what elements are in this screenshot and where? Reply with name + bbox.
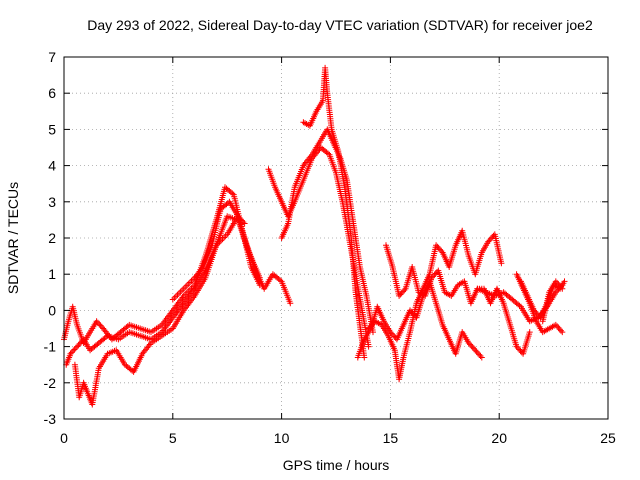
- x-tick-label: 5: [169, 430, 177, 446]
- data-series-track-14: [539, 278, 566, 325]
- y-tick-label: 7: [48, 49, 56, 65]
- y-axis-label: SDTVAR / TECUs: [5, 182, 21, 294]
- data-series-track-4: [169, 198, 294, 307]
- y-tick-label: -1: [44, 339, 57, 355]
- data-series-track-9: [365, 227, 505, 383]
- y-tick-label: 4: [48, 158, 56, 174]
- y-tick-label: 0: [48, 302, 56, 318]
- grid-layer: [64, 57, 608, 419]
- chart-title: Day 293 of 2022, Sidereal Day-to-day VTE…: [87, 17, 593, 33]
- tick-layer: 0 5 10 15 20 25 -3 -2 -1 0 1 2 3 4 5 6 7: [44, 49, 616, 446]
- y-tick-label: -3: [44, 411, 57, 427]
- x-tick-label: 20: [491, 430, 507, 446]
- data-series-track-7: [300, 64, 368, 361]
- y-tick-label: 2: [48, 230, 56, 246]
- y-tick-label: 5: [48, 121, 56, 137]
- x-axis-label: GPS time / hours: [283, 457, 390, 473]
- y-tick-label: 1: [48, 266, 56, 282]
- x-tick-label: 25: [600, 430, 616, 446]
- x-tick-label: 10: [274, 430, 290, 446]
- y-tick-label: 6: [48, 85, 56, 101]
- data-series-track-3: [71, 213, 248, 408]
- series-layer: [61, 64, 568, 408]
- y-tick-label: -2: [44, 375, 57, 391]
- x-tick-label: 0: [60, 430, 68, 446]
- x-tick-label: 15: [383, 430, 399, 446]
- data-series-track-2: [63, 213, 263, 368]
- y-tick-label: 3: [48, 194, 56, 210]
